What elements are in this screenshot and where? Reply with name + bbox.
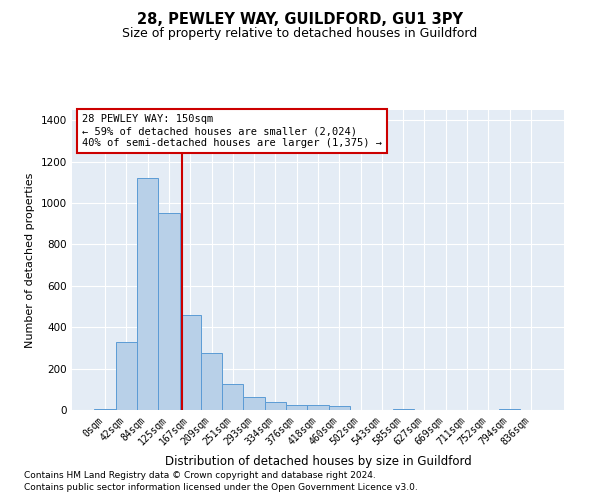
Text: Contains HM Land Registry data © Crown copyright and database right 2024.: Contains HM Land Registry data © Crown c… xyxy=(24,471,376,480)
Y-axis label: Number of detached properties: Number of detached properties xyxy=(25,172,35,348)
Bar xyxy=(329,406,350,410)
Text: 28, PEWLEY WAY, GUILDFORD, GU1 3PY: 28, PEWLEY WAY, GUILDFORD, GU1 3PY xyxy=(137,12,463,28)
Bar xyxy=(137,178,158,410)
Bar xyxy=(116,342,137,410)
Text: Size of property relative to detached houses in Guildford: Size of property relative to detached ho… xyxy=(122,28,478,40)
Bar xyxy=(265,402,286,410)
Bar xyxy=(392,409,414,410)
Bar xyxy=(499,409,520,410)
X-axis label: Distribution of detached houses by size in Guildford: Distribution of detached houses by size … xyxy=(164,455,472,468)
Bar xyxy=(158,214,179,410)
Text: Contains public sector information licensed under the Open Government Licence v3: Contains public sector information licen… xyxy=(24,484,418,492)
Bar xyxy=(179,315,201,410)
Bar xyxy=(201,353,222,410)
Bar xyxy=(94,409,116,410)
Bar xyxy=(222,384,244,410)
Text: 28 PEWLEY WAY: 150sqm
← 59% of detached houses are smaller (2,024)
40% of semi-d: 28 PEWLEY WAY: 150sqm ← 59% of detached … xyxy=(82,114,382,148)
Bar xyxy=(286,405,307,410)
Bar xyxy=(244,396,265,410)
Bar xyxy=(307,405,329,410)
